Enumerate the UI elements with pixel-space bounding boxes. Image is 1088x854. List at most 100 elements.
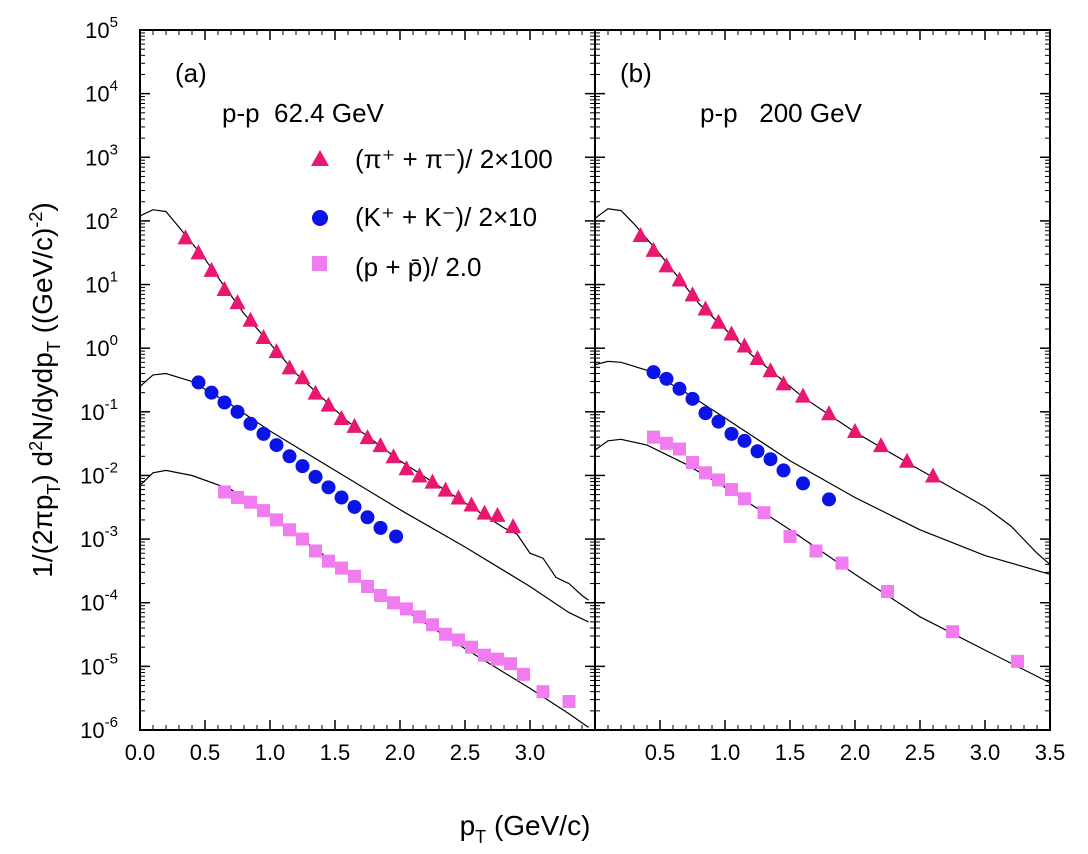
y-tick-label: 10-5 xyxy=(80,650,118,679)
x-tick-label: 2.5 xyxy=(905,740,936,765)
point-K xyxy=(659,371,674,386)
fit-curve-K-fit xyxy=(594,360,1051,575)
point-K xyxy=(217,395,232,410)
point-p xyxy=(270,513,283,527)
point-pi xyxy=(710,313,727,329)
point-p xyxy=(517,667,530,681)
y-tick-label: 10-6 xyxy=(80,714,118,743)
point-p xyxy=(946,625,959,639)
point-p xyxy=(660,436,673,450)
point-pi xyxy=(424,473,441,489)
point-p xyxy=(283,523,296,537)
x-tick-label: 0.5 xyxy=(645,740,676,765)
legend-pi-text: (π⁺ + π⁻)/ 2×100 xyxy=(355,144,553,174)
point-pi xyxy=(294,369,311,385)
point-K xyxy=(646,365,661,380)
point-p xyxy=(881,585,894,599)
point-pi xyxy=(684,286,701,302)
point-p xyxy=(296,532,309,546)
point-K xyxy=(763,452,778,467)
point-p xyxy=(725,483,738,497)
point-pi xyxy=(346,417,363,433)
point-pi xyxy=(333,409,350,425)
point-p xyxy=(218,485,231,499)
point-pi xyxy=(476,504,493,520)
point-pi xyxy=(925,467,941,483)
x-tick-label: 3.0 xyxy=(515,740,546,765)
point-p xyxy=(504,657,517,671)
x-tick-labels: 0.0 0.5 1.0 1.5 2.0 2.5 3.0 0.5 1.0 1.5 2.0 2.5 3.0 3… xyxy=(125,740,1066,765)
point-p xyxy=(231,491,244,505)
point-K xyxy=(389,529,404,544)
point-pi xyxy=(775,375,792,391)
point-pi xyxy=(847,422,863,438)
point-p xyxy=(686,455,699,469)
point-pi xyxy=(385,448,402,464)
point-p xyxy=(536,685,550,699)
x-tick-label: 2.0 xyxy=(385,740,416,765)
point-pi xyxy=(736,337,753,353)
point-p xyxy=(809,544,823,558)
point-pi xyxy=(268,343,285,359)
point-K xyxy=(796,476,810,491)
panel-a-title: p-p 62.4 GeV xyxy=(222,98,385,128)
point-pi xyxy=(821,405,837,421)
point-p xyxy=(400,602,413,616)
legend-p-text: (p + p̄)/ 2.0 xyxy=(355,252,481,282)
point-pi xyxy=(359,429,376,445)
point-K xyxy=(230,404,245,419)
point-K xyxy=(822,492,836,507)
y-tick-label: 10-2 xyxy=(80,459,118,488)
y-tick-label: 103 xyxy=(85,141,118,170)
point-p xyxy=(835,556,849,570)
point-K xyxy=(282,449,297,464)
point-p xyxy=(478,648,491,662)
point-pi xyxy=(229,294,246,310)
point-K xyxy=(373,520,388,535)
point-p xyxy=(647,430,660,444)
panel-b-title: p-p 200 GeV xyxy=(700,98,863,128)
x-tick-label: 3.0 xyxy=(970,740,1001,765)
y-tick-label: 105 xyxy=(85,14,118,43)
point-p xyxy=(361,579,374,593)
point-K xyxy=(269,438,284,453)
x-tick-label: 2.0 xyxy=(840,740,871,765)
point-pi xyxy=(671,271,688,287)
point-K xyxy=(321,480,336,495)
x-tick-label: 1.5 xyxy=(320,740,351,765)
point-p xyxy=(439,627,452,641)
panel-a-label: (a) xyxy=(175,58,207,88)
point-K xyxy=(243,416,258,431)
point-K xyxy=(737,433,752,448)
point-p xyxy=(413,610,426,624)
point-pi xyxy=(190,244,207,260)
point-K xyxy=(776,463,791,478)
point-pi xyxy=(873,437,889,453)
point-pi xyxy=(505,518,522,534)
point-K xyxy=(360,510,375,525)
y-tick-label: 100 xyxy=(85,332,118,361)
point-pi xyxy=(697,300,714,316)
point-pi xyxy=(632,227,649,243)
x-tick-label: 3.5 xyxy=(1035,740,1066,765)
x-tick-label: 1.5 xyxy=(775,740,806,765)
point-pi xyxy=(281,359,298,375)
point-pi xyxy=(437,481,454,497)
point-pi xyxy=(307,384,324,400)
y-tick-label: 104 xyxy=(85,78,118,107)
point-p xyxy=(757,506,771,520)
point-K xyxy=(711,414,726,429)
y-axis-title: 1/(2πpT) d2N/dydpT ((GeV/c)-2) xyxy=(26,202,64,577)
point-K xyxy=(698,406,713,421)
axis-ticks xyxy=(139,29,1051,731)
y-tick-label: 10-1 xyxy=(80,396,118,425)
point-p xyxy=(309,544,322,558)
point-pi xyxy=(795,387,811,403)
point-K xyxy=(672,381,687,396)
point-pi xyxy=(645,241,662,257)
point-p xyxy=(783,529,797,543)
point-pi xyxy=(450,489,467,505)
point-K xyxy=(347,499,362,514)
legend-k-text: (K⁺ + K⁻)/ 2×10 xyxy=(355,202,537,232)
point-p xyxy=(1011,654,1024,668)
